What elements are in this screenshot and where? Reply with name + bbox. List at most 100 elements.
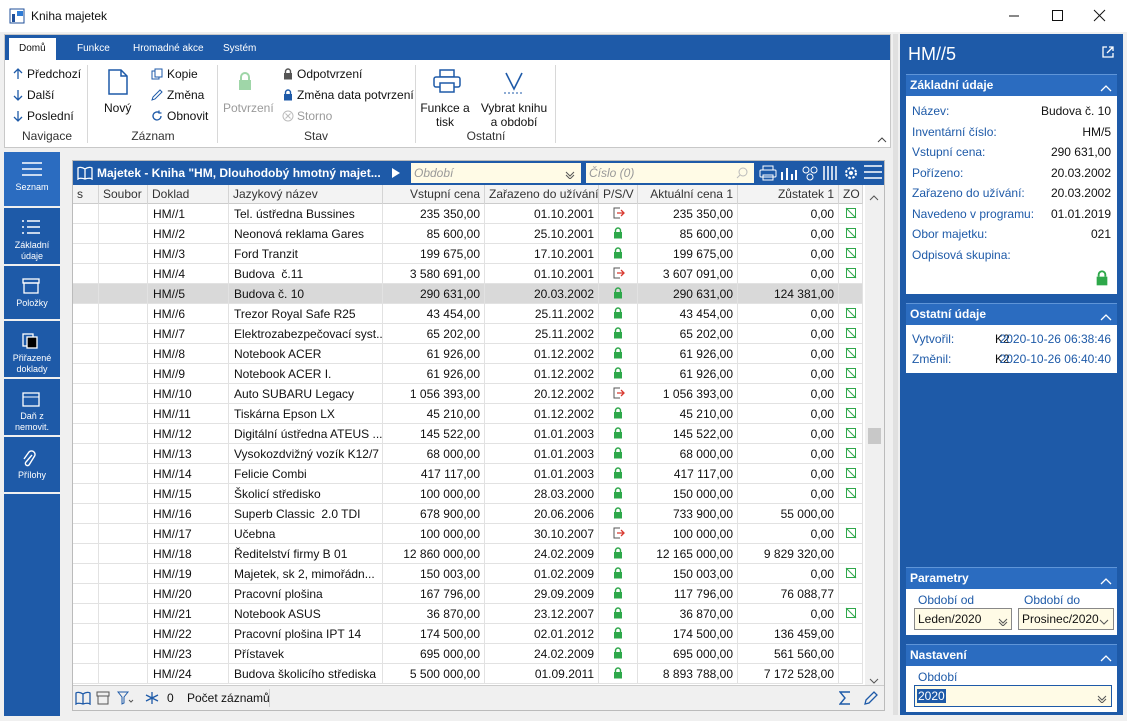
ribbon-button[interactable]: Kopie: [167, 67, 198, 81]
collapse-ribbon[interactable]: [877, 133, 887, 147]
table-row[interactable]: HM//5 Budova č. 10 290 631,00 20.03.2002 290…: [73, 284, 863, 304]
ribbon-button[interactable]: Změna: [167, 88, 205, 102]
edit-icon[interactable]: [864, 691, 878, 708]
table-cell: [839, 304, 863, 323]
column-header[interactable]: ZO: [839, 185, 863, 204]
table-row[interactable]: HM//24 Budova školicího střediska 5 500 00…: [73, 664, 863, 684]
ribbon-button[interactable]: Nový: [104, 101, 132, 115]
table-row[interactable]: HM//17 Učebna 100 000,00 30.10.2007 100 000,…: [73, 524, 863, 544]
table-row[interactable]: HM//21 Notebook ASUS 36 870,00 23.12.2007 36…: [73, 604, 863, 624]
column-header[interactable]: Zařazeno do užívání: [485, 185, 599, 204]
status-icon-glyph: [613, 227, 622, 239]
play-icon[interactable]: [391, 167, 403, 184]
table-row[interactable]: HM//9 Notebook ACER I. 61 926,00 01.12.2002…: [73, 364, 863, 384]
table-cell: [99, 264, 148, 283]
table-row[interactable]: HM//18 Ředitelství firmy B 01 12 860 000,0…: [73, 544, 863, 564]
cell-text: 68 000,00: [426, 447, 480, 461]
ribbon-tab[interactable]: Domů: [9, 38, 56, 60]
sidebar-item[interactable]: Položky: [4, 268, 60, 321]
period-input[interactable]: 2020: [914, 685, 1112, 707]
table-row[interactable]: HM//2 Neonová reklama Gares 85 600,00 25.10…: [73, 224, 863, 244]
ribbon-button[interactable]: Potvrzení: [223, 101, 274, 115]
table-row[interactable]: HM//16 Superb Classic 2.0 TDI 678 900,00 20…: [73, 504, 863, 524]
column-header[interactable]: Doklad: [148, 185, 229, 204]
footer-icon[interactable]: [145, 691, 159, 708]
ribbon-button[interactable]: Odpotvrzení: [297, 67, 363, 81]
open-icon[interactable]: [1102, 46, 1114, 61]
cell-text: 01.12.2002: [533, 347, 594, 361]
sum-icon[interactable]: [838, 691, 851, 708]
footer-icon[interactable]: [116, 691, 135, 708]
ribbon-button[interactable]: Předchozí: [27, 67, 82, 81]
table-row[interactable]: HM//13 Vysokozdvižný vozík K12/7 68 000,00…: [73, 444, 863, 464]
table-cell: Trezor Royal Safe R25: [229, 304, 383, 323]
cell-text: Notebook ACER I.: [234, 367, 332, 381]
table-row[interactable]: HM//11 Tiskárna Epson LX 45 210,00 01.12.20…: [73, 404, 863, 424]
period-input[interactable]: Období: [411, 163, 581, 183]
ribbon-button[interactable]: Další: [27, 88, 55, 102]
table-row[interactable]: HM//8 Notebook ACER 61 926,00 01.12.2002 61 …: [73, 344, 863, 364]
column-header[interactable]: Soubor: [99, 185, 148, 204]
ribbon-tab[interactable]: Funkce: [77, 43, 110, 54]
table-row[interactable]: HM//20 Pracovní plošina 167 796,00 29.09.20…: [73, 584, 863, 604]
ribbon-button[interactable]: Storno: [297, 109, 333, 123]
table-row[interactable]: HM//12 Digitální ústředna ATEUS ... 145 52…: [73, 424, 863, 444]
ribbon-button[interactable]: Změna data potvrzení: [297, 88, 414, 102]
toolbar-icon[interactable]: [864, 165, 882, 182]
table-row[interactable]: HM//1 Tel. ústředna Bussines 235 350,00 01.…: [73, 204, 863, 224]
ribbon-button[interactable]: Poslední: [27, 109, 74, 123]
scroll-down[interactable]: [869, 673, 879, 687]
toolbar-icon[interactable]: [822, 165, 840, 184]
collapse-icon[interactable]: [1100, 81, 1112, 95]
record-count-label[interactable]: Počet záznamů: [187, 691, 270, 705]
sidebar-item[interactable]: Základní údaje: [4, 210, 60, 266]
column-header[interactable]: s: [73, 185, 99, 204]
column-header[interactable]: Vstupní cena: [383, 185, 485, 204]
table-row[interactable]: HM//10 Auto SUBARU Legacy 1 056 393,00 20.1…: [73, 384, 863, 404]
sidebar-item[interactable]: Daň z nemovit.: [4, 381, 60, 437]
column-header[interactable]: Jazykový název: [229, 185, 383, 204]
period-from-select[interactable]: Leden/2020: [914, 608, 1012, 630]
scrollbar[interactable]: [865, 185, 884, 685]
sidebar-item[interactable]: Přiřazené doklady: [4, 323, 60, 379]
cell-text: Přístavek: [234, 647, 285, 661]
toolbar-icon[interactable]: [759, 165, 777, 184]
collapse-icon[interactable]: [1100, 574, 1112, 588]
table-row[interactable]: HM//22 Pracovní plošina IPT 14 174 500,00 0…: [73, 624, 863, 644]
ribbon-tab[interactable]: Hromadné akce: [133, 43, 204, 54]
footer-icon[interactable]: [96, 691, 110, 708]
toolbar-icon[interactable]: [780, 165, 798, 184]
sidebar-item[interactable]: Seznam: [4, 152, 60, 208]
table-row[interactable]: HM//4 Budova č.11 3 580 691,00 01.10.2001 3 …: [73, 264, 863, 284]
sidebar-item[interactable]: Přílohy: [4, 440, 60, 494]
toolbar-icon[interactable]: [843, 165, 859, 184]
scroll-thumb[interactable]: [868, 428, 881, 444]
collapse-icon[interactable]: [1100, 310, 1112, 324]
table-row[interactable]: HM//23 Přístavek 695 000,00 24.02.2009 695 0…: [73, 644, 863, 664]
column-header[interactable]: Zůstatek 1: [738, 185, 839, 204]
toolbar-icon[interactable]: [801, 165, 819, 184]
column-header[interactable]: P/S/V: [599, 185, 638, 204]
status-icon-glyph: [613, 487, 622, 499]
footer-icon[interactable]: [75, 691, 91, 708]
ribbon-tab[interactable]: Systém: [223, 43, 257, 54]
cell-text: 25.10.2001: [533, 227, 594, 241]
table-row[interactable]: HM//19 Majetek, sk 2, mimořádn... 150 003,…: [73, 564, 863, 584]
collapse-icon[interactable]: [1100, 651, 1112, 665]
table-row[interactable]: HM//14 Felicie Combi 417 117,00 01.01.2003 4…: [73, 464, 863, 484]
period-to-select[interactable]: Prosinec/2020: [1018, 608, 1114, 630]
column-header[interactable]: Aktuální cena 1: [638, 185, 738, 204]
panel-splitter[interactable]: [893, 34, 898, 715]
ribbon-button[interactable]: Funkce a tisk: [420, 101, 470, 129]
table-row[interactable]: HM//3 Ford Tranzit 199 675,00 17.10.2001 199…: [73, 244, 863, 264]
ribbon-button[interactable]: Vybrat knihu a období: [480, 101, 548, 129]
table-row[interactable]: HM//15 Školicí středisko 100 000,00 28.03.2…: [73, 484, 863, 504]
ribbon-button[interactable]: Obnovit: [167, 109, 209, 123]
table-row[interactable]: HM//7 Elektrozabezpečovací syst... 65 202,…: [73, 324, 863, 344]
table-row[interactable]: HM//6 Trezor Royal Safe R25 43 454,00 25.11…: [73, 304, 863, 324]
scroll-up[interactable]: [869, 190, 879, 204]
table-cell: [99, 464, 148, 483]
number-input[interactable]: Číslo (0): [586, 163, 754, 183]
unconfirm-icon-glyph: [284, 68, 292, 80]
window-controls[interactable]: [995, 6, 1125, 26]
